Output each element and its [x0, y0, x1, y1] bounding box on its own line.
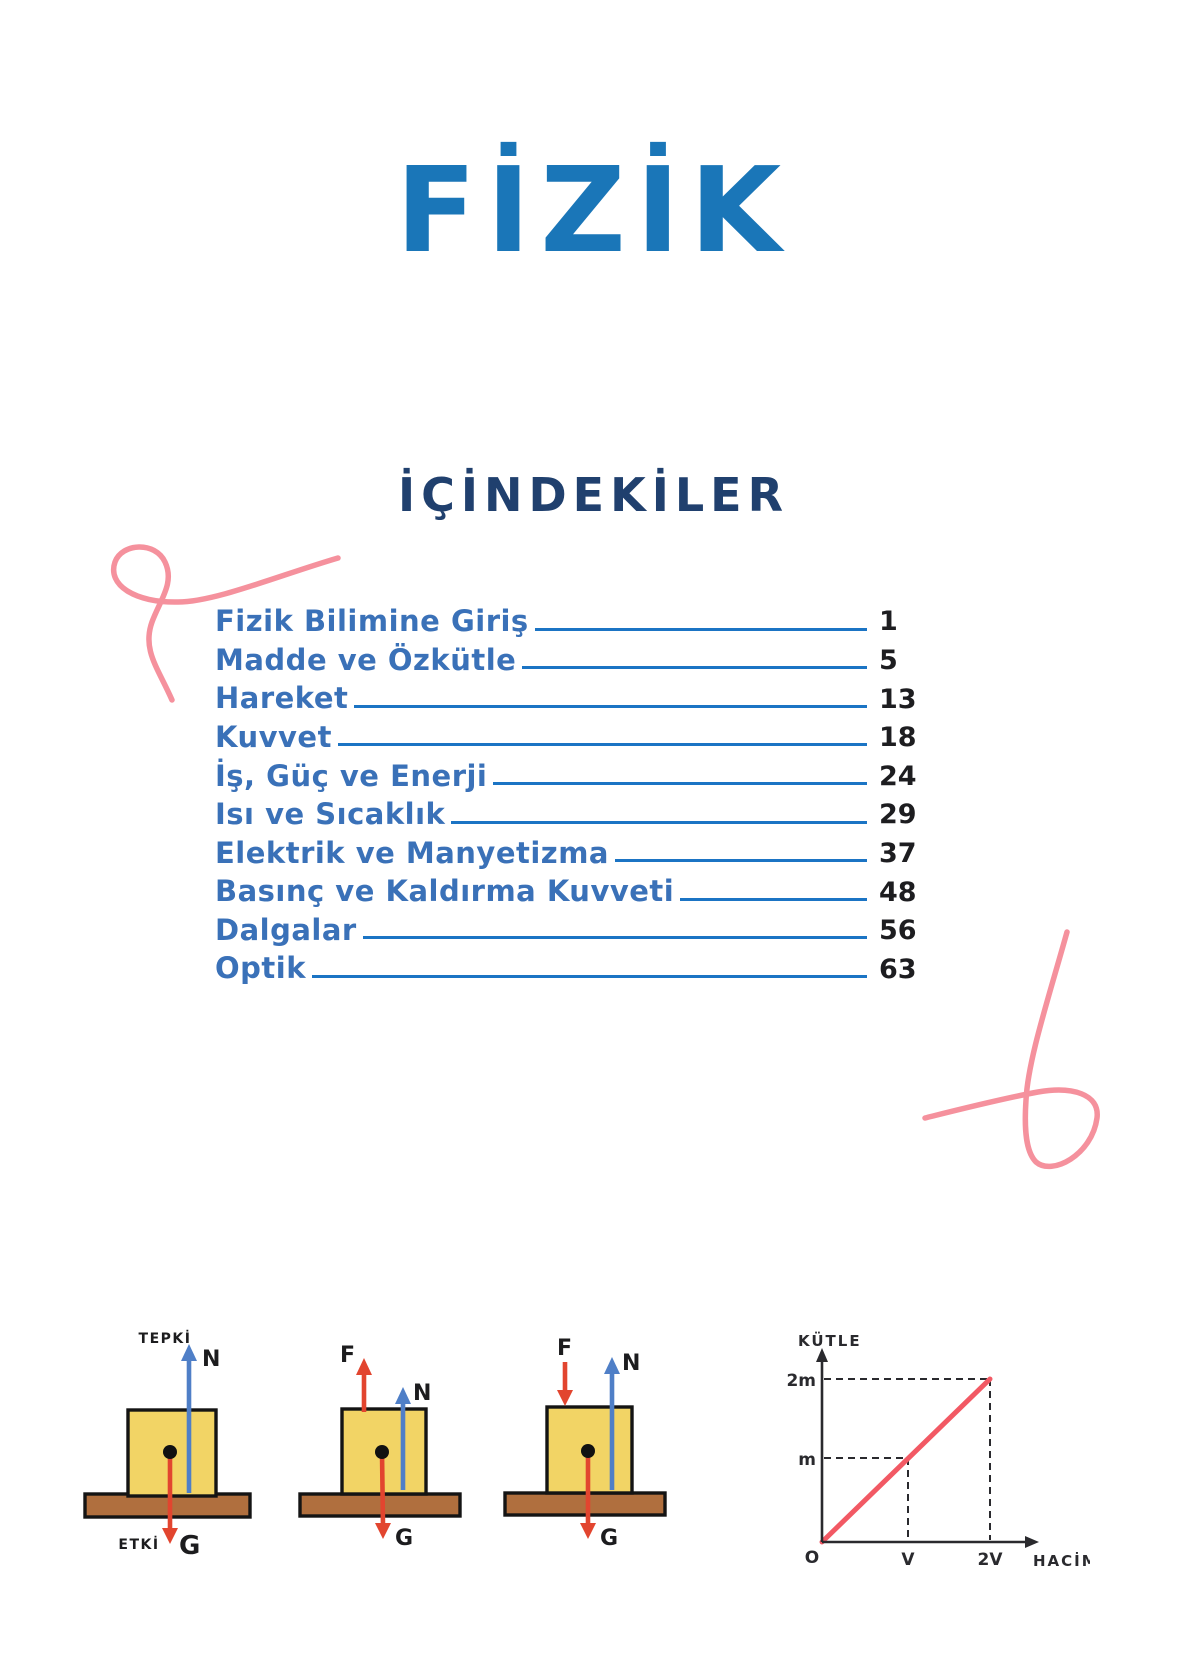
toc-entry: Elektrik ve Manyetizma 37	[215, 831, 937, 870]
toc-entry-title: Optik	[215, 951, 307, 986]
squiggle-stroke	[110, 544, 341, 703]
toc-entry-title: Basınç ve Kaldırma Kuvveti	[215, 874, 675, 909]
toc-entry-title: Isı ve Sıcaklık	[215, 797, 446, 832]
toc-entry: Kuvvet 18	[215, 715, 937, 754]
force-symbol: F	[557, 1336, 572, 1361]
y-tick-m: m	[798, 1450, 816, 1470]
toc-entry-title: Dalgalar	[215, 912, 357, 947]
toc-entry: Optik 63	[215, 946, 937, 985]
toc-leader-line	[354, 704, 867, 708]
x-tick-2v: 2V	[978, 1550, 1004, 1570]
normal-symbol: N	[622, 1351, 640, 1376]
toc-leader-line	[493, 781, 867, 785]
toc-entry-page: 29	[879, 799, 917, 831]
normal-symbol: N	[413, 1381, 431, 1406]
contents-heading: İÇİNDEKİLER	[397, 468, 789, 522]
toc-entry: Madde ve Özkütle 5	[215, 638, 937, 677]
toc-entry: Fizik Bilimine Giriş 1	[215, 599, 937, 638]
toc-leader-line	[534, 627, 867, 631]
center-of-mass-dot	[163, 1445, 177, 1459]
force-symbol: F	[340, 1343, 355, 1368]
center-of-mass-dot	[375, 1445, 389, 1459]
toc-leader-line	[522, 666, 867, 670]
weight-symbol: G	[600, 1526, 618, 1551]
pink-squiggle-right-icon	[922, 929, 1100, 1170]
mass-volume-graph: KÜTLE HACİM 2m m O V 2V	[786, 1331, 1090, 1570]
toc-leader-line	[680, 897, 867, 901]
page-title: FİZİK	[395, 141, 792, 279]
toc-entry-page: 48	[879, 876, 917, 908]
y-axis-arrowhead-icon	[816, 1348, 828, 1362]
free-body-diagram-3: F N G	[503, 1336, 667, 1551]
y-tick-2m: 2m	[786, 1371, 816, 1391]
toc-leader-line	[337, 743, 867, 747]
toc-entry-page: 1	[879, 606, 898, 638]
normal-force-arrowhead-icon	[395, 1387, 411, 1404]
toc-entry-page: 37	[879, 837, 917, 869]
toc-entry: Dalgalar 56	[215, 908, 937, 947]
toc-entry: Isı ve Sıcaklık 29	[215, 792, 937, 831]
normal-force-arrowhead-icon	[181, 1344, 197, 1361]
toc-entry: İş, Güç ve Enerji 24	[215, 753, 937, 792]
proportional-line	[819, 1376, 993, 1545]
ground	[298, 1492, 462, 1518]
x-axis-label: HACİM	[1033, 1551, 1090, 1570]
toc-leader-line	[362, 936, 867, 940]
toc-leader-line	[614, 859, 867, 863]
toc-entry-page: 13	[879, 683, 917, 715]
center-of-mass-dot	[581, 1444, 595, 1458]
weight-force-arrowhead-icon	[162, 1528, 178, 1544]
toc-entry-title: Hareket	[215, 681, 349, 716]
toc-leader-line	[312, 974, 867, 978]
squiggle-stroke	[922, 929, 1100, 1170]
weight-symbol: G	[179, 1531, 200, 1561]
normal-force-arrowhead-icon	[604, 1357, 620, 1374]
pink-squiggle-left-icon	[110, 544, 341, 703]
toc-entry: Basınç ve Kaldırma Kuvveti 48	[215, 869, 937, 908]
toc-leader-line	[451, 820, 867, 824]
table-of-contents: Fizik Bilimine Giriş 1 Madde ve Özkütle …	[215, 599, 937, 985]
toc-entry: Hareket 13	[215, 676, 937, 715]
ground	[503, 1491, 667, 1517]
toc-entry-page: 5	[879, 644, 898, 676]
action-label: ETKİ	[118, 1536, 159, 1553]
weight-symbol: G	[395, 1526, 413, 1551]
toc-entry-title: Elektrik ve Manyetizma	[215, 835, 609, 870]
toc-entry-title: İş, Güç ve Enerji	[215, 758, 488, 793]
weight-force-arrow	[379, 1451, 386, 1527]
weight-force-arrowhead-icon	[375, 1523, 391, 1539]
toc-entry-page: 63	[879, 953, 917, 985]
applied-force-arrowhead-icon	[356, 1358, 372, 1375]
weight-force-arrowhead-icon	[580, 1523, 596, 1539]
x-tick-v: V	[901, 1550, 915, 1570]
applied-force-arrowhead-icon	[557, 1390, 573, 1406]
toc-entry-page: 18	[879, 722, 917, 754]
reaction-label: TEPKİ	[139, 1330, 192, 1347]
origin-label: O	[805, 1548, 819, 1568]
x-axis-arrowhead-icon	[1025, 1536, 1039, 1548]
toc-entry-page: 56	[879, 915, 917, 947]
free-body-diagram-1: TEPKİ N ETKİ G	[83, 1330, 252, 1561]
toc-entry-title: Kuvvet	[215, 719, 332, 754]
toc-entry-title: Fizik Bilimine Giriş	[215, 604, 529, 639]
toc-entry-title: Madde ve Özkütle	[215, 642, 517, 677]
y-axis-label: KÜTLE	[798, 1331, 862, 1350]
free-body-diagram-2: F N G	[298, 1343, 462, 1551]
normal-symbol: N	[202, 1347, 220, 1372]
toc-entry-page: 24	[879, 760, 917, 792]
